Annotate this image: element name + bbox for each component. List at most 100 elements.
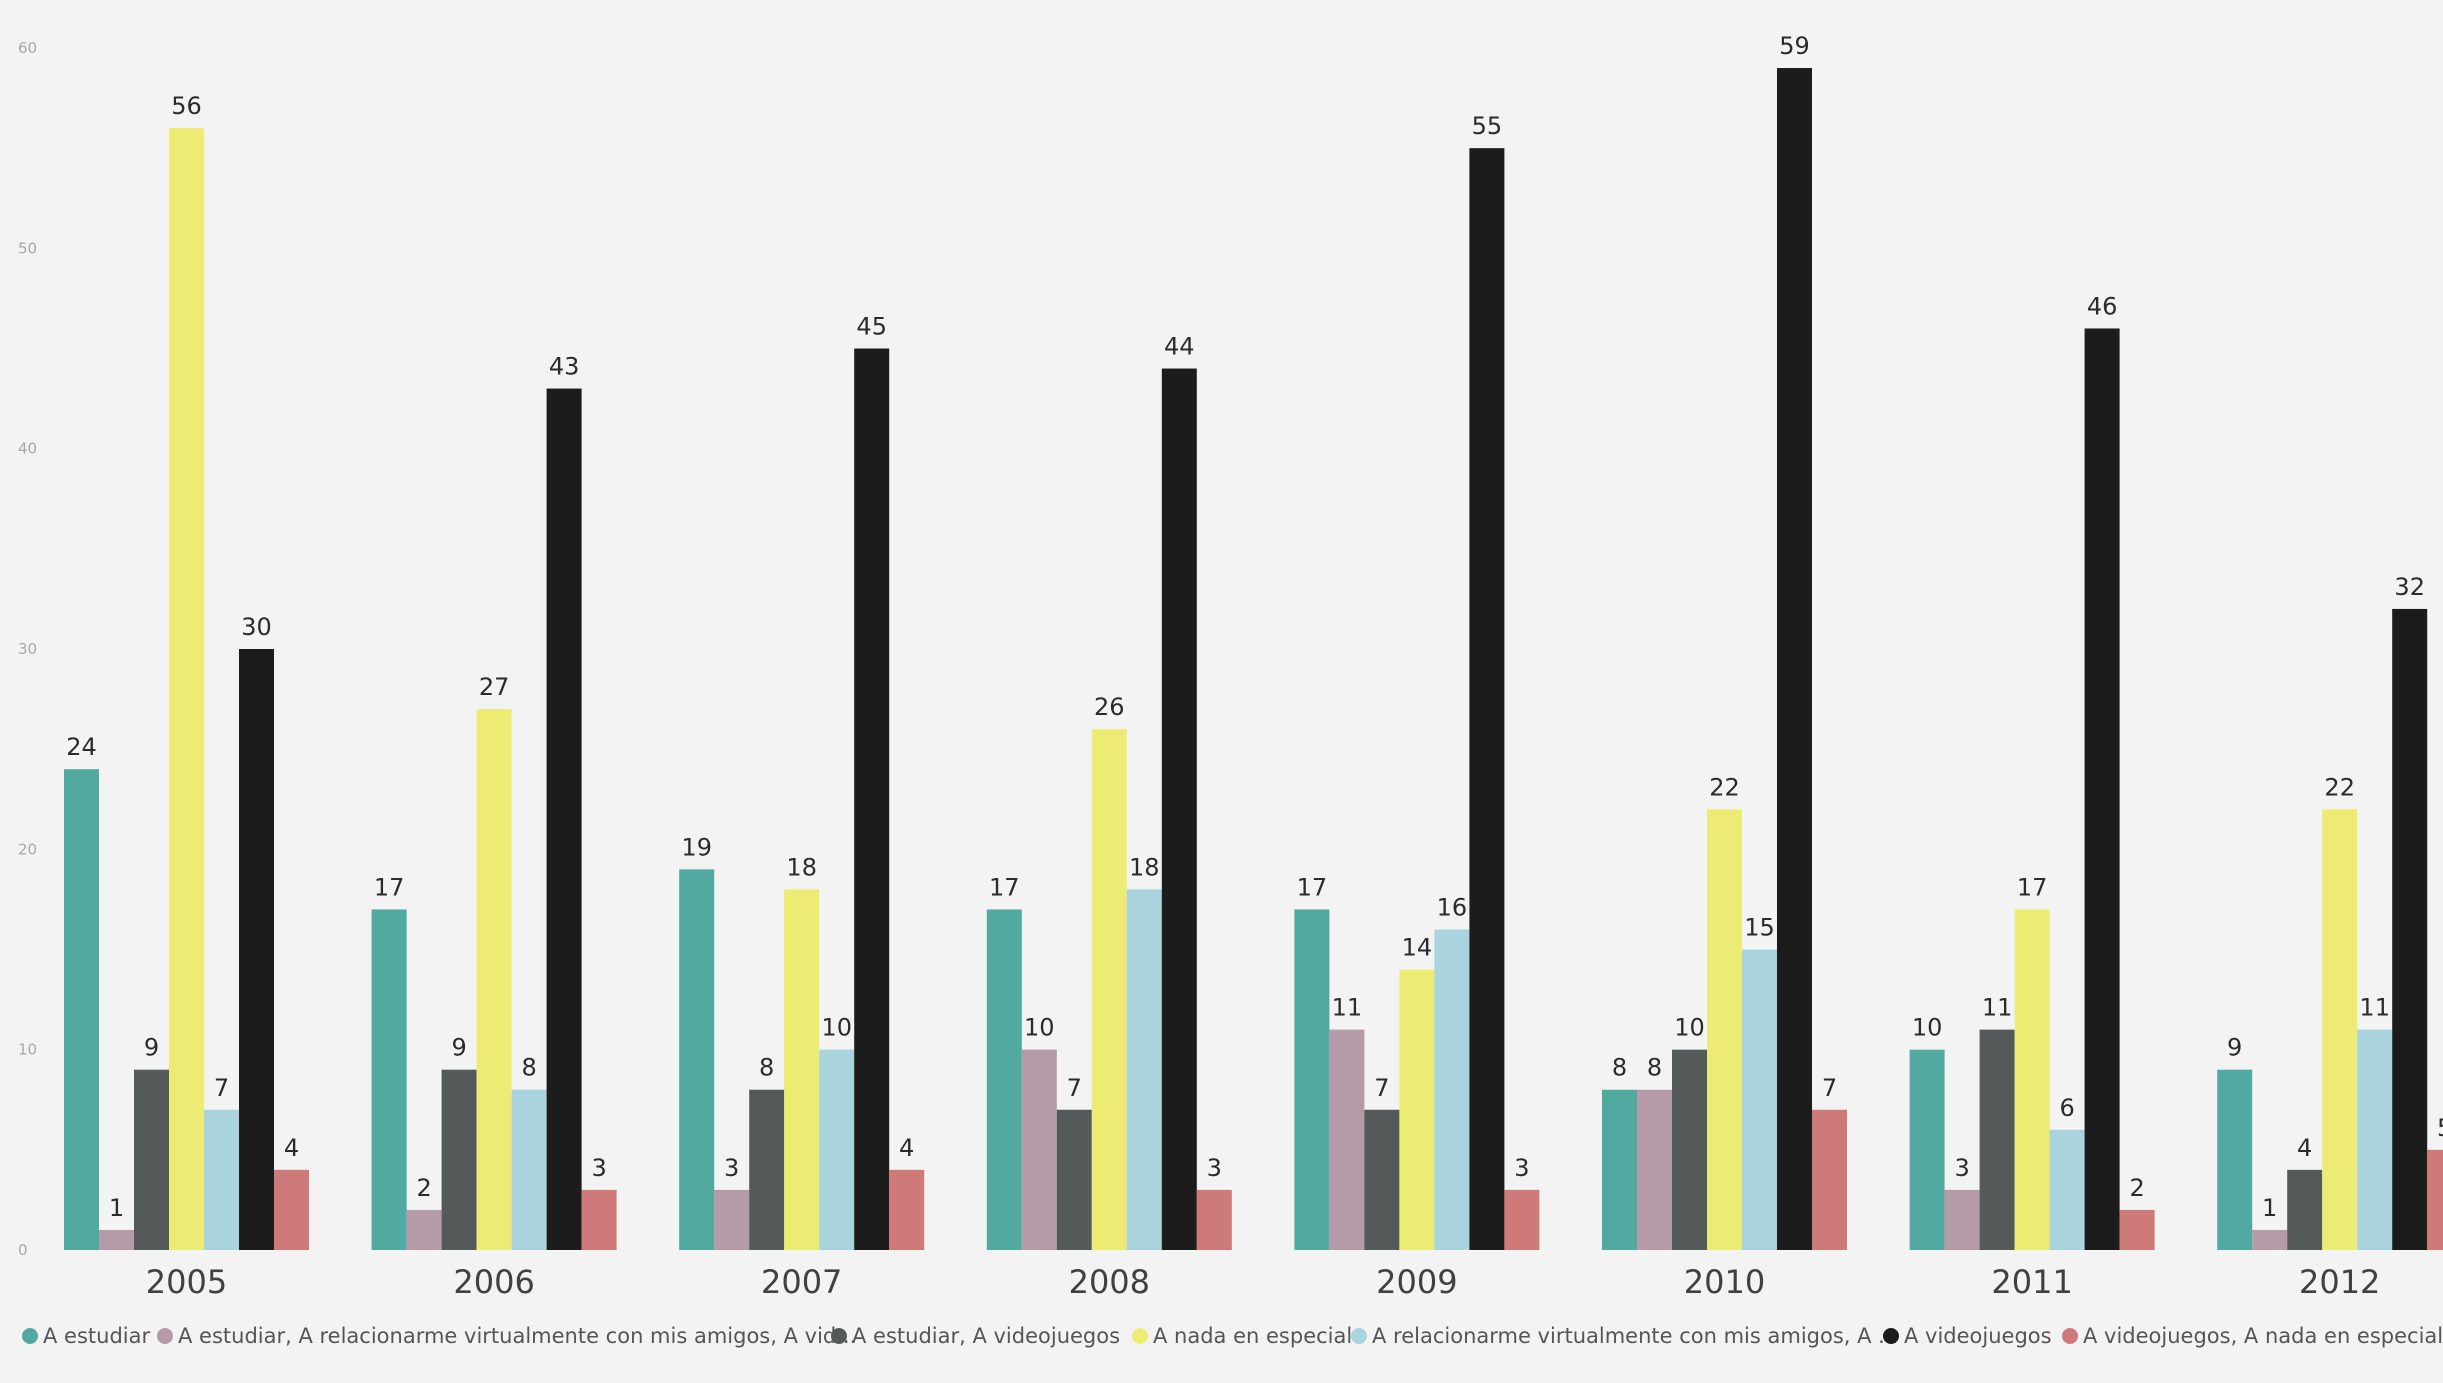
- bar: [714, 1190, 749, 1250]
- bar: [1637, 1090, 1672, 1250]
- data-label: 22: [1709, 773, 1740, 801]
- data-label: 55: [1472, 112, 1503, 140]
- legend-label: A videojuegos, A nada en especial: [2083, 1324, 2443, 1348]
- legend-marker: [157, 1328, 173, 1344]
- bar: [2427, 1150, 2443, 1250]
- legend-marker: [1132, 1328, 1148, 1344]
- bar: [582, 1190, 617, 1250]
- bar: [1399, 970, 1434, 1250]
- bar: [204, 1110, 239, 1250]
- bar: [2287, 1170, 2322, 1250]
- bar: [372, 909, 407, 1250]
- data-label: 44: [1164, 333, 1195, 361]
- x-tick-label: 2006: [453, 1263, 534, 1301]
- legend-label: A estudiar, A relacionarme virtualmente …: [178, 1324, 856, 1348]
- data-label: 2: [2129, 1174, 2144, 1202]
- bar: [1469, 148, 1504, 1250]
- data-label: 45: [856, 313, 887, 341]
- bar: [1980, 1030, 2015, 1250]
- data-label: 7: [1822, 1074, 1837, 1102]
- data-label: 11: [1982, 994, 2013, 1022]
- data-label: 46: [2087, 292, 2118, 320]
- bar: [1092, 729, 1127, 1250]
- bar: [2120, 1210, 2155, 1250]
- data-label: 8: [1612, 1054, 1627, 1082]
- bar: [819, 1050, 854, 1250]
- y-tick-label: 40: [18, 440, 37, 458]
- data-label: 6: [2059, 1094, 2074, 1122]
- data-label: 10: [821, 1014, 852, 1042]
- data-label: 10: [1024, 1014, 1055, 1042]
- data-label: 18: [1129, 853, 1160, 881]
- x-tick-label: 2009: [1376, 1263, 1457, 1301]
- bar: [1162, 369, 1197, 1250]
- legend-marker: [1883, 1328, 1899, 1344]
- bar: [2392, 609, 2427, 1250]
- bar: [1910, 1050, 1945, 1250]
- bar: [987, 909, 1022, 1250]
- data-label: 10: [1912, 1014, 1943, 1042]
- data-label: 3: [1954, 1154, 1969, 1182]
- x-tick-label: 2010: [1684, 1263, 1765, 1301]
- legend-label: A nada en especial: [1153, 1324, 1352, 1348]
- data-label: 8: [759, 1054, 774, 1082]
- data-label: 9: [2227, 1034, 2242, 1062]
- y-tick-label: 20: [18, 840, 37, 858]
- legend-label: A estudiar: [43, 1324, 150, 1348]
- legend-marker: [1351, 1328, 1367, 1344]
- data-label: 17: [374, 873, 405, 901]
- data-label: 22: [2324, 773, 2355, 801]
- data-label: 3: [1207, 1154, 1222, 1182]
- data-label: 7: [1067, 1074, 1082, 1102]
- bar: [99, 1230, 134, 1250]
- bar: [442, 1070, 477, 1250]
- bar: [1945, 1190, 1980, 1250]
- legend-label: A estudiar, A videojuegos: [852, 1324, 1120, 1348]
- data-label: 17: [1297, 873, 1328, 901]
- data-label: 26: [1094, 693, 1125, 721]
- data-label: 16: [1437, 893, 1468, 921]
- data-label: 4: [2297, 1134, 2312, 1162]
- x-tick-label: 2005: [146, 1263, 227, 1301]
- data-label: 14: [1402, 934, 1433, 962]
- y-tick-label: 0: [18, 1241, 28, 1259]
- data-label: 4: [284, 1134, 299, 1162]
- bar: [1294, 909, 1329, 1250]
- data-label: 32: [2394, 573, 2425, 601]
- bar: [1057, 1110, 1092, 1250]
- x-tick-label: 2007: [761, 1263, 842, 1301]
- data-label: 19: [681, 833, 712, 861]
- data-label: 18: [786, 853, 817, 881]
- data-label: 30: [241, 613, 272, 641]
- data-label: 7: [1374, 1074, 1389, 1102]
- data-label: 9: [144, 1034, 159, 1062]
- data-label: 27: [479, 673, 510, 701]
- data-label: 7: [214, 1074, 229, 1102]
- data-label: 9: [451, 1034, 466, 1062]
- bar: [512, 1090, 547, 1250]
- x-tick-label: 2012: [2299, 1263, 2380, 1301]
- bar: [274, 1170, 309, 1250]
- bar: [239, 649, 274, 1250]
- data-label: 3: [1514, 1154, 1529, 1182]
- data-label: 3: [724, 1154, 739, 1182]
- bar: [1329, 1030, 1364, 1250]
- y-tick-label: 30: [18, 640, 37, 658]
- bar: [749, 1090, 784, 1250]
- bar: [1197, 1190, 1232, 1250]
- bar: [854, 349, 889, 1251]
- data-label: 4: [899, 1134, 914, 1162]
- bar: [407, 1210, 442, 1250]
- bar: [64, 769, 99, 1250]
- y-tick-label: 50: [18, 239, 37, 257]
- bar: [2050, 1130, 2085, 1250]
- data-label: 24: [66, 733, 97, 761]
- bar: [1672, 1050, 1707, 1250]
- y-tick-label: 60: [18, 39, 37, 57]
- bar: [1707, 809, 1742, 1250]
- bar: [2085, 328, 2120, 1250]
- bar: [1602, 1090, 1637, 1250]
- bar: [1364, 1110, 1399, 1250]
- legend-marker: [2062, 1328, 2078, 1344]
- data-label: 10: [1674, 1014, 1705, 1042]
